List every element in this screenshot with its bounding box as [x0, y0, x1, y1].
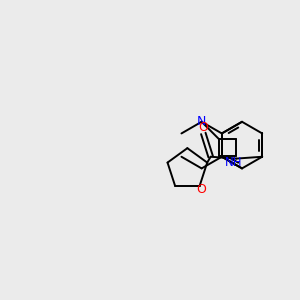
Text: O: O [198, 122, 208, 134]
Text: NH: NH [225, 156, 243, 170]
Text: N: N [197, 115, 206, 128]
Text: O: O [196, 183, 206, 196]
